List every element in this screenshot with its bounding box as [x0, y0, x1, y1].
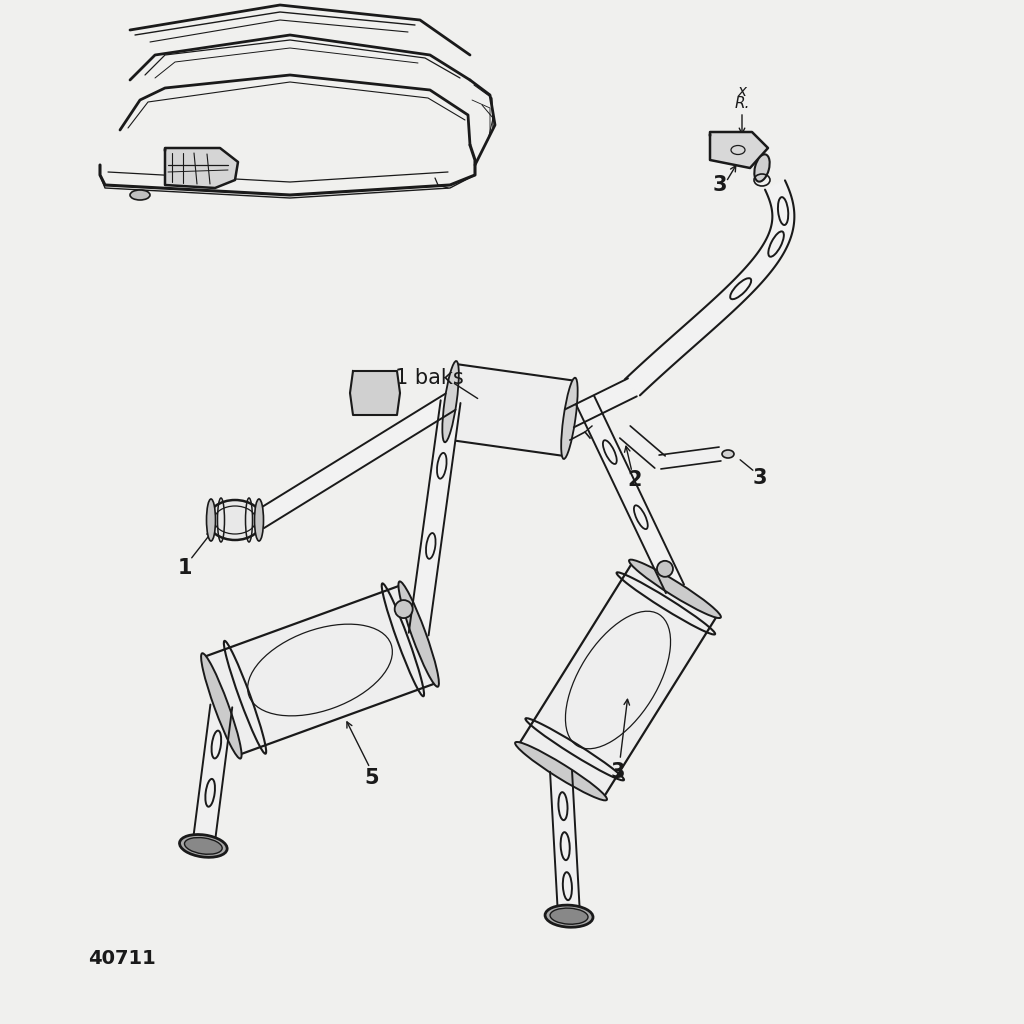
Polygon shape [409, 400, 461, 636]
Text: 3: 3 [610, 762, 626, 782]
Ellipse shape [207, 499, 215, 541]
Text: 1 baks: 1 baks [395, 368, 464, 388]
Ellipse shape [201, 653, 242, 759]
Ellipse shape [545, 905, 593, 927]
Ellipse shape [515, 742, 607, 801]
Text: R.: R. [734, 96, 750, 112]
Text: 5: 5 [365, 768, 379, 788]
Text: 40711: 40711 [88, 948, 156, 968]
Text: 3: 3 [713, 175, 727, 195]
Polygon shape [550, 770, 580, 916]
Ellipse shape [130, 190, 150, 200]
Polygon shape [165, 148, 238, 188]
Polygon shape [193, 705, 232, 847]
Polygon shape [565, 379, 637, 427]
Ellipse shape [657, 561, 673, 577]
Polygon shape [575, 395, 684, 593]
Ellipse shape [755, 155, 770, 181]
Ellipse shape [184, 838, 222, 854]
Polygon shape [659, 447, 721, 469]
Polygon shape [350, 371, 400, 415]
Polygon shape [625, 180, 795, 395]
Polygon shape [710, 132, 768, 168]
Text: x: x [737, 85, 746, 99]
Text: 3: 3 [753, 468, 767, 488]
Ellipse shape [722, 450, 734, 458]
Ellipse shape [629, 559, 721, 618]
Ellipse shape [208, 500, 262, 540]
Text: 1: 1 [178, 558, 193, 578]
Ellipse shape [561, 378, 578, 459]
Ellipse shape [394, 600, 413, 618]
Polygon shape [518, 562, 718, 798]
Ellipse shape [442, 361, 459, 442]
Polygon shape [254, 393, 456, 528]
Polygon shape [620, 426, 666, 468]
Polygon shape [445, 364, 574, 456]
Ellipse shape [550, 908, 588, 925]
Ellipse shape [255, 499, 263, 541]
Ellipse shape [179, 835, 227, 857]
Polygon shape [204, 586, 436, 755]
Ellipse shape [398, 582, 439, 687]
Text: 2: 2 [628, 470, 642, 490]
